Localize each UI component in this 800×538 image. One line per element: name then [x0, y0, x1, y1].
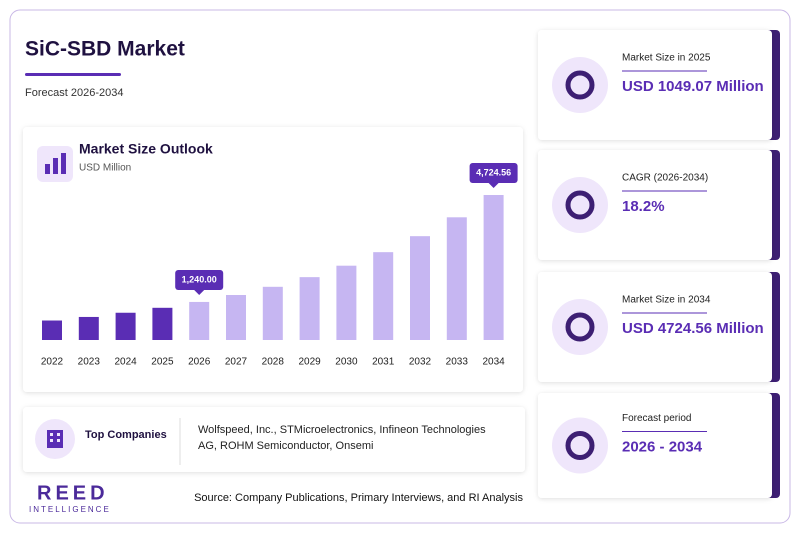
- companies-label: Top Companies: [85, 429, 167, 441]
- value-label-pointer: [194, 289, 205, 295]
- logo-tagline: INTELLIGENCE: [29, 505, 111, 514]
- value-label-bg: [469, 163, 518, 183]
- source: Source: Company Publications, Primary In…: [194, 492, 523, 504]
- x-tick-label: 2027: [225, 357, 248, 368]
- bar: [42, 320, 62, 340]
- bar: [299, 277, 320, 340]
- card-label: CAGR (2026-2034): [622, 173, 708, 184]
- card-icon: [565, 70, 595, 100]
- x-tick-label: 2029: [298, 357, 321, 368]
- chart-title: Market Size Outlook: [79, 141, 213, 157]
- chart-icon: [45, 153, 66, 174]
- chart-card: [23, 127, 523, 392]
- x-tick-label: 2034: [482, 357, 505, 368]
- card-value: USD 4724.56 Million: [622, 320, 764, 337]
- value-label: 1,240.00: [182, 274, 217, 284]
- card-icon-bg: [552, 57, 608, 113]
- x-tick-label: 2031: [372, 357, 395, 368]
- card-value: 18.2%: [622, 198, 665, 215]
- card-label: Forecast period: [622, 413, 691, 424]
- x-tick-label: 2032: [409, 357, 432, 368]
- card-icon-bg: [552, 417, 608, 474]
- x-tick-label: 2028: [262, 357, 285, 368]
- companies-icon: [47, 430, 63, 448]
- bar: [152, 307, 173, 340]
- bar: [262, 286, 283, 340]
- bar: [373, 252, 394, 340]
- bar: [78, 316, 99, 340]
- underline: [25, 73, 121, 76]
- value-label-bg: [175, 269, 224, 290]
- value-label: 4,724.56: [476, 167, 511, 177]
- card-label: Market Size in 2034: [622, 295, 711, 306]
- x-tick-label: 2033: [446, 357, 469, 368]
- chart-subtitle: USD Million: [79, 163, 131, 174]
- title: SiC-SBD Market: [25, 38, 185, 61]
- x-tick-label: 2022: [41, 357, 64, 368]
- card-icon-bg: [552, 177, 608, 233]
- companies-text: AG, ROHM Semiconductor, Onsemi: [198, 440, 373, 452]
- card: [538, 30, 772, 140]
- card-icon-bg: [552, 299, 608, 355]
- card: [538, 272, 772, 382]
- bar: [483, 195, 504, 340]
- bar: [189, 301, 210, 340]
- card-value: USD 1049.07 Million: [622, 78, 764, 95]
- x-tick-label: 2025: [151, 357, 174, 368]
- logo-name: REED: [37, 482, 109, 504]
- subtitle: Forecast 2026-2034: [25, 87, 123, 99]
- card-value: 2026 - 2034: [622, 438, 703, 455]
- companies-card: [23, 407, 525, 472]
- card: [538, 393, 772, 498]
- bar: [410, 236, 430, 340]
- bar: [446, 217, 467, 340]
- card: [538, 150, 772, 260]
- card-icon: [565, 312, 595, 342]
- bar: [115, 312, 136, 340]
- bar: [336, 265, 357, 340]
- card-icon: [565, 431, 595, 460]
- value-label-pointer: [488, 183, 499, 188]
- x-tick-label: 2030: [335, 357, 358, 368]
- card-label: Market Size in 2025: [622, 53, 711, 64]
- x-tick-label: 2023: [78, 357, 101, 368]
- bar: [226, 295, 246, 340]
- x-tick-label: 2024: [114, 357, 137, 368]
- companies-text: Wolfspeed, Inc., STMicroelectronics, Inf…: [198, 424, 486, 436]
- card-icon: [565, 190, 595, 220]
- x-tick-label: 2026: [188, 357, 211, 368]
